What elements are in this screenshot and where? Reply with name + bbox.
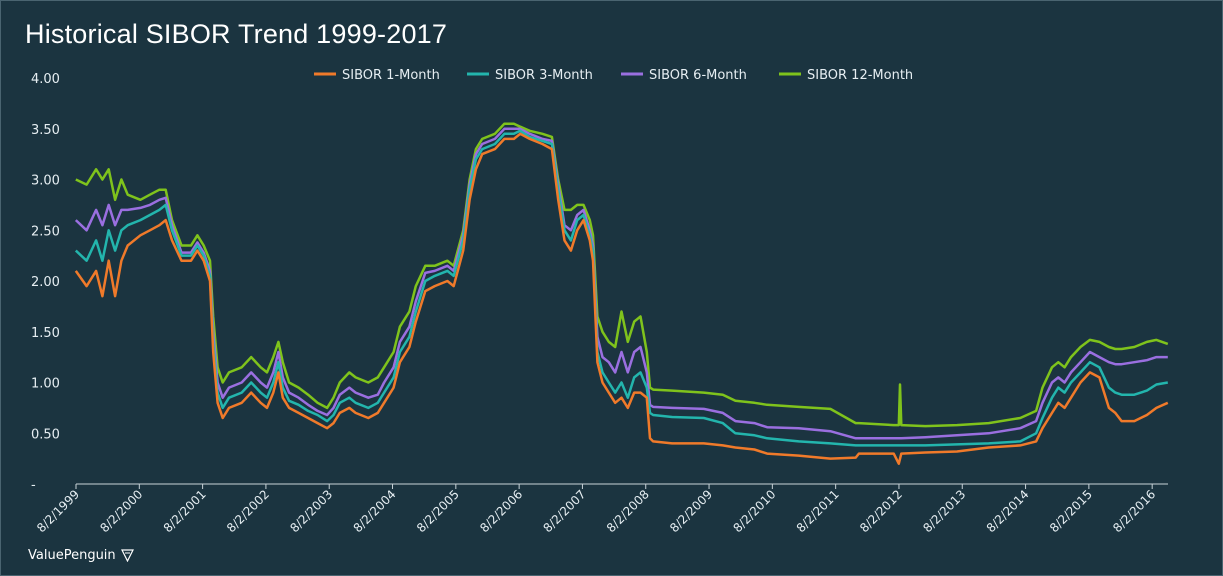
x-tick-label: 8/2/2008 — [604, 487, 652, 535]
series-line-sibor-1-month — [74, 132, 1169, 465]
legend-label: SIBOR 12-Month — [807, 68, 913, 83]
y-tick-label: 2.00 — [31, 275, 60, 290]
x-tick-label: 8/2/2007 — [541, 487, 589, 535]
x-tick-label: 8/2/2011 — [794, 487, 842, 535]
x-tick-label: 8/2/2005 — [414, 487, 462, 535]
y-tick-label: 1.00 — [31, 377, 60, 392]
y-tick-label: 4.00 — [31, 72, 60, 87]
brand-name: ValuePenguin — [28, 548, 116, 563]
y-tick-label: 3.50 — [31, 123, 60, 138]
x-tick-label: 8/2/2009 — [667, 487, 715, 535]
legend-label: SIBOR 6-Month — [649, 68, 747, 83]
x-tick-label: 8/2/2013 — [920, 487, 968, 535]
x-tick-label: 8/2/2006 — [477, 487, 525, 535]
x-tick-label: 8/2/2010 — [730, 487, 778, 535]
x-tick-label: 8/2/2004 — [351, 487, 399, 535]
x-tick-label: 8/2/2015 — [1047, 487, 1095, 535]
x-tick-label: 8/2/2001 — [161, 487, 209, 535]
x-tick-label: 8/2/2002 — [224, 487, 272, 535]
x-tick-label: 8/2/2012 — [857, 487, 905, 535]
y-tick-label: 2.50 — [31, 224, 60, 239]
x-tick-label: 8/2/2016 — [1110, 487, 1158, 535]
chart-title: Historical SIBOR Trend 1999-2017 — [25, 19, 448, 49]
x-tick-label: 8/2/2014 — [984, 487, 1032, 535]
penguin-logo-icon — [120, 549, 134, 562]
series-line-sibor-12-month — [75, 122, 1169, 428]
y-tick-label: - — [31, 478, 36, 493]
series-line-sibor-6-month — [74, 127, 1168, 440]
y-tick-label: 1.50 — [31, 326, 60, 341]
x-tick-label: 8/2/1999 — [34, 487, 82, 535]
x-tick-label: 8/2/2000 — [97, 487, 145, 535]
x-tick-label: 8/2/2003 — [287, 487, 335, 535]
legend-label: SIBOR 1-Month — [342, 68, 440, 83]
y-tick-label: 3.00 — [31, 174, 60, 189]
y-tick-label: 0.50 — [31, 427, 60, 442]
brand-logo: ValuePenguin — [28, 548, 134, 563]
legend-label: SIBOR 3-Month — [495, 68, 593, 83]
